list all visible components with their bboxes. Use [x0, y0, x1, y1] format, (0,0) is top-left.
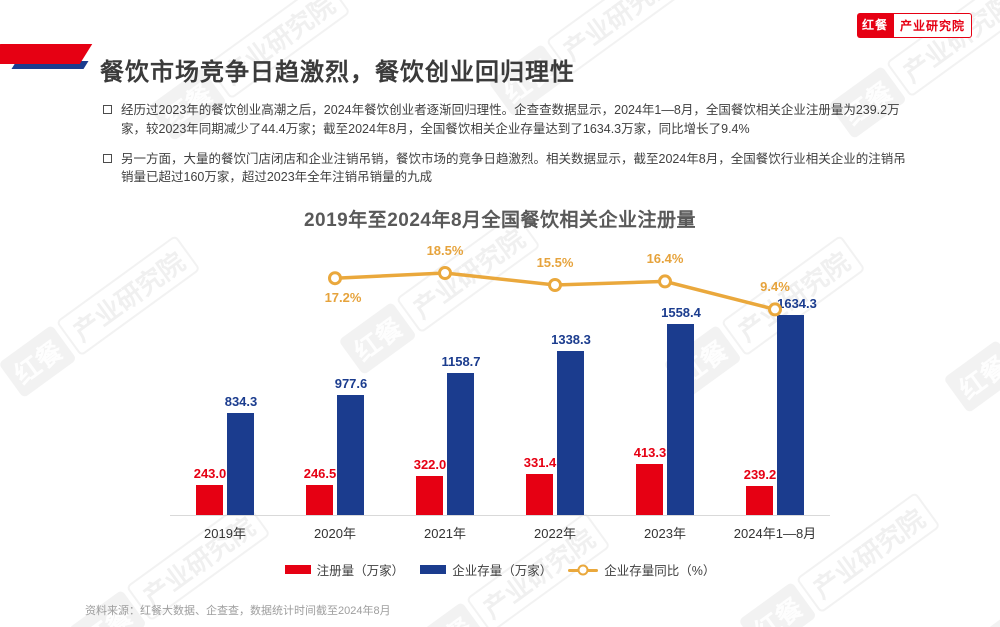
yoy-line-chart: [328, 266, 782, 317]
bullet-text: 经历过2023年的餐饮创业高潮之后，2024年餐饮创业者逐渐回归理性。企查查数据…: [121, 103, 900, 136]
stock-bar: [557, 351, 584, 515]
x-axis-category-label: 2023年: [644, 526, 686, 541]
stock-value-label: 1634.3: [777, 296, 817, 311]
yoy-value-label: 9.4%: [760, 279, 790, 295]
x-axis-category-label: 2022年: [534, 526, 576, 541]
registrations-bar: [306, 485, 333, 515]
registrations-value-label: 413.3: [633, 445, 667, 460]
yoy-line-point: [438, 266, 452, 280]
x-axis-category-label: 2021年: [424, 526, 466, 541]
square-bullet-icon: [103, 105, 112, 114]
page-title: 餐饮市场竞争日趋激烈，餐饮创业回归理性: [100, 59, 575, 87]
x-axis-category-label: 2024年1—8月: [733, 526, 817, 541]
data-source-note: 资料来源：红餐大数据、企查查，数据统计时间截至2024年8月: [85, 605, 391, 617]
yoy-value-label: 18.5%: [426, 243, 464, 258]
bullet-item: 另一方面，大量的餐饮门店闭店和企业注销吊销，餐饮市场的竞争日趋激烈。相关数据显示…: [103, 150, 917, 188]
watermark-badge: 红餐: [738, 581, 817, 627]
legend-label: 企业存量（万家）: [452, 564, 553, 578]
registrations-value-label: 331.4: [523, 455, 557, 470]
chart-legend: 注册量（万家） 企业存量（万家） 企业存量同比（%）: [0, 560, 1000, 579]
x-axis-category-label: 2019年: [204, 526, 246, 541]
stock-bar: [667, 324, 694, 515]
legend-item-stock: 企业存量（万家）: [420, 560, 552, 579]
legend-item-registrations: 注册量（万家）: [284, 560, 405, 579]
stock-bar: [777, 315, 804, 515]
registrations-bar: [636, 464, 663, 515]
registrations-value-label: 243.0: [193, 466, 227, 481]
title-accent-red-shape: [0, 44, 93, 64]
stock-bar: [447, 373, 474, 515]
watermark-badge: 红餐: [0, 324, 77, 399]
registrations-value-label: 322.0: [413, 457, 447, 472]
stock-value-label: 1158.7: [441, 354, 481, 369]
watermark-badge: 红餐: [953, 614, 1000, 627]
registrations-value-label: 246.5: [303, 466, 337, 481]
registrations-value-label: 239.2: [743, 467, 777, 482]
bullet-item: 经历过2023年的餐饮创业高潮之后，2024年餐饮创业者逐渐回归理性。企查查数据…: [103, 101, 917, 139]
registrations-bar: [196, 485, 223, 515]
registrations-bar: [746, 486, 773, 515]
yoy-line-point: [548, 278, 562, 292]
yoy-line-point: [658, 274, 672, 289]
yoy-line-point: [328, 271, 342, 286]
red-bar-swatch-icon: [284, 565, 311, 574]
bullet-text: 另一方面，大量的餐饮门店闭店和企业注销吊销，餐饮市场的竞争日趋激烈。相关数据显示…: [121, 151, 906, 185]
stock-value-label: 1558.4: [661, 305, 701, 320]
watermark-badge: 红餐: [943, 339, 1000, 414]
stock-value-label: 977.6: [334, 376, 368, 391]
summary-bullets: 经历过2023年的餐饮创业高潮之后，2024年餐饮创业者逐渐回归理性。企查查数据…: [103, 101, 917, 198]
yoy-value-label: 15.5%: [536, 255, 574, 270]
stock-value-label: 1338.3: [551, 332, 591, 347]
chart-title: 2019年至2024年8月全国餐饮相关企业注册量: [303, 210, 697, 231]
combo-chart-plot: 243.0 834.3 2019年 246.5 977.6 2020年 322.0 1158.…: [170, 243, 830, 541]
brand-logo: 红餐 产业研究院: [856, 13, 972, 38]
legend-item-yoy: 企业存量同比（%）: [568, 560, 715, 579]
brand-logo-name: 产业研究院: [892, 13, 972, 38]
stock-value-label: 834.3: [224, 394, 258, 409]
blue-bar-swatch-icon: [420, 565, 447, 574]
brand-logo-badge: 红餐: [856, 13, 893, 38]
yoy-value-label: 17.2%: [324, 290, 362, 306]
legend-label: 企业存量同比（%）: [604, 564, 716, 578]
legend-label: 注册量（万家）: [316, 564, 405, 578]
stock-bar: [337, 395, 364, 515]
watermark-badge: 红餐: [408, 601, 487, 627]
registrations-bar: [526, 474, 553, 515]
square-bullet-icon: [103, 153, 112, 163]
yellow-line-swatch-icon: [568, 564, 599, 576]
yoy-line-point: [768, 302, 782, 317]
yoy-value-label: 16.4%: [646, 251, 684, 267]
stock-bar: [227, 413, 254, 515]
x-axis-category-label: 2020年: [314, 526, 356, 541]
registrations-bar: [416, 476, 443, 515]
